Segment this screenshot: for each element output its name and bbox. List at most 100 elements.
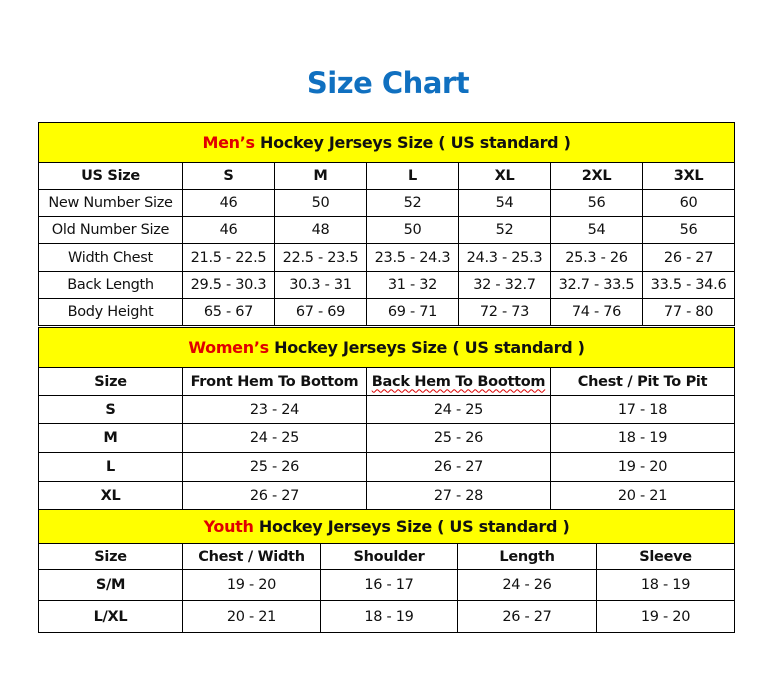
table-cell: 32 - 32.7 [458, 271, 551, 299]
row-label: XL [38, 481, 183, 510]
row-label: Width Chest [38, 243, 183, 272]
table-row: Body Height 65 - 67 67 - 69 69 - 71 72 - 73 7… [38, 298, 736, 326]
column-header: Size [38, 543, 183, 570]
table-cell: 26 - 27 [641, 243, 736, 272]
table-cell: 26 - 27 [182, 481, 367, 510]
youth-size-table: Youth Hockey Jerseys Size ( US standard … [37, 509, 736, 633]
table-row: Back Length 29.5 - 30.3 30.3 - 31 31 - 32 32… [38, 271, 736, 299]
table-cell: 32.7 - 33.5 [550, 271, 643, 299]
section-heading: Hockey Jerseys Size ( US standard ) [253, 517, 570, 536]
section-heading: Hockey Jerseys Size ( US standard ) [268, 338, 585, 357]
table-cell: 60 [641, 189, 736, 217]
table-cell: 52 [366, 189, 459, 217]
table-cell: 52 [458, 216, 551, 244]
table-row: L/XL 20 - 21 18 - 19 26 - 27 19 - 20 [38, 600, 736, 633]
column-header: M [274, 162, 367, 190]
table-cell: 18 - 19 [320, 600, 458, 633]
section-highlight: Youth [203, 517, 254, 536]
table-cell: 24 - 25 [366, 395, 551, 424]
table-cell: 56 [641, 216, 736, 244]
row-label: Back Length [38, 271, 183, 299]
table-cell: 29.5 - 30.3 [182, 271, 275, 299]
row-label: L [38, 452, 183, 482]
table-cell: 23.5 - 24.3 [366, 243, 459, 272]
table-cell: 25 - 26 [366, 423, 551, 453]
table-row: Width Chest 21.5 - 22.5 22.5 - 23.5 23.5 - … [38, 243, 736, 272]
table-row: S 23 - 24 24 - 25 17 - 18 [38, 395, 736, 424]
table-cell: 30.3 - 31 [274, 271, 367, 299]
table-cell: 17 - 18 [549, 395, 736, 424]
table-cell: 23 - 24 [182, 395, 367, 424]
column-header: US Size [38, 162, 183, 190]
row-label: M [38, 423, 183, 453]
column-header: Length [457, 543, 597, 570]
table-cell: 26 - 27 [457, 600, 597, 633]
mens-heading: Men’s Hockey Jerseys Size ( US standard … [37, 122, 736, 163]
table-cell: 22.5 - 23.5 [274, 243, 367, 272]
column-header-text: Back Hem To Boottom [371, 373, 546, 390]
column-header: Back Hem To Boottom [366, 367, 551, 396]
section-highlight: Women’s [188, 338, 269, 357]
column-header: Sleeve [595, 543, 736, 570]
table-cell: 46 [182, 216, 275, 244]
youth-heading: Youth Hockey Jerseys Size ( US standard … [37, 509, 736, 544]
table-cell: 33.5 - 34.6 [641, 271, 736, 299]
column-header: Size [38, 367, 183, 396]
row-label: Body Height [38, 298, 183, 326]
table-cell: 26 - 27 [366, 452, 551, 482]
column-header: S [182, 162, 275, 190]
section-heading: Hockey Jerseys Size ( US standard ) [254, 133, 571, 152]
table-cell: 18 - 19 [595, 569, 736, 601]
table-cell: 67 - 69 [274, 298, 367, 326]
mens-heading-row: Men’s Hockey Jerseys Size ( US standard … [37, 122, 736, 163]
column-header: Chest / Pit To Pit [549, 367, 736, 396]
table-cell: 25.3 - 26 [550, 243, 643, 272]
youth-heading-row: Youth Hockey Jerseys Size ( US standard … [37, 509, 736, 544]
womens-heading: Women’s Hockey Jerseys Size ( US standar… [37, 327, 736, 368]
column-header: Front Hem To Bottom [182, 367, 367, 396]
table-cell: 19 - 20 [182, 569, 321, 601]
column-header: 2XL [550, 162, 643, 190]
row-label: L/XL [38, 600, 183, 633]
table-cell: 74 - 76 [550, 298, 643, 326]
column-header: 3XL [641, 162, 736, 190]
table-cell: 65 - 67 [182, 298, 275, 326]
column-header-row: Size Chest / Width Shoulder Length Sleeve [38, 543, 736, 570]
table-cell: 48 [274, 216, 367, 244]
table-cell: 19 - 20 [549, 452, 736, 482]
table-cell: 77 - 80 [641, 298, 736, 326]
table-cell: 20 - 21 [182, 600, 321, 633]
table-cell: 54 [458, 189, 551, 217]
table-cell: 50 [366, 216, 459, 244]
row-label: Old Number Size [38, 216, 183, 244]
table-row: Old Number Size 46 48 50 52 54 56 [38, 216, 736, 244]
table-cell: 56 [550, 189, 643, 217]
column-header: Shoulder [320, 543, 458, 570]
table-cell: 25 - 26 [182, 452, 367, 482]
table-cell: 24 - 26 [457, 569, 597, 601]
womens-size-table: Women’s Hockey Jerseys Size ( US standar… [37, 327, 736, 510]
table-cell: 16 - 17 [320, 569, 458, 601]
table-cell: 72 - 73 [458, 298, 551, 326]
table-cell: 27 - 28 [366, 481, 551, 510]
column-header-row: Size Front Hem To Bottom Back Hem To Boott… [38, 367, 736, 396]
table-cell: 31 - 32 [366, 271, 459, 299]
table-cell: 18 - 19 [549, 423, 736, 453]
column-header: L [366, 162, 459, 190]
mens-size-table: Men’s Hockey Jerseys Size ( US standard … [37, 122, 736, 326]
table-cell: 19 - 20 [595, 600, 736, 633]
table-cell: 54 [550, 216, 643, 244]
table-cell: 24 - 25 [182, 423, 367, 453]
page-title: Size Chart [306, 66, 470, 100]
womens-heading-row: Women’s Hockey Jerseys Size ( US standar… [37, 327, 736, 368]
table-row: S/M 19 - 20 16 - 17 24 - 26 18 - 19 [38, 569, 736, 601]
column-header: XL [458, 162, 551, 190]
table-row: M 24 - 25 25 - 26 18 - 19 [38, 423, 736, 453]
section-highlight: Men’s [202, 133, 255, 152]
column-header-row: US Size S M L XL 2XL 3XL [38, 162, 736, 190]
table-cell: 50 [274, 189, 367, 217]
table-cell: 24.3 - 25.3 [458, 243, 551, 272]
table-cell: 46 [182, 189, 275, 217]
table-row: L 25 - 26 26 - 27 19 - 20 [38, 452, 736, 482]
table-row: XL 26 - 27 27 - 28 20 - 21 [38, 481, 736, 510]
